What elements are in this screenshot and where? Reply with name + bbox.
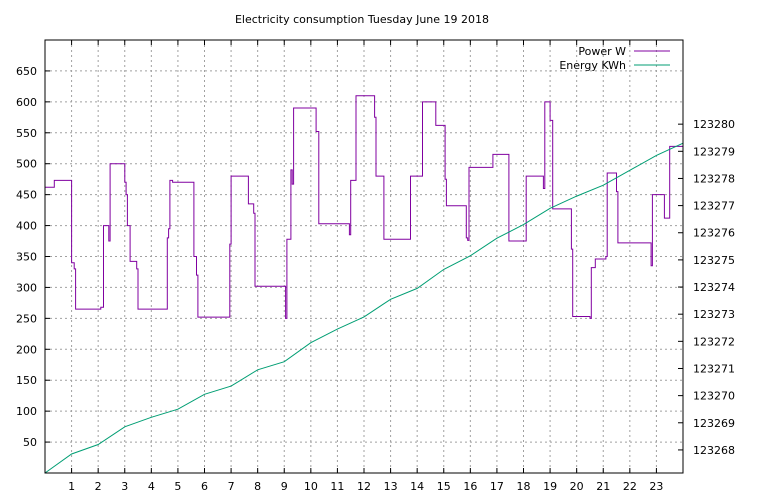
y-left-tick-label: 200 bbox=[16, 343, 37, 356]
series-layer bbox=[44, 95, 684, 474]
y-left-tick-label: 250 bbox=[16, 312, 37, 325]
chart-title: Electricity consumption Tuesday June 19 … bbox=[235, 13, 489, 26]
y-right-tick-label: 123274 bbox=[693, 281, 735, 294]
y-left-tick-label: 150 bbox=[16, 374, 37, 387]
x-tick-label: 23 bbox=[649, 480, 663, 493]
x-tick-label: 20 bbox=[570, 480, 584, 493]
y-left-tick-label: 550 bbox=[16, 127, 37, 140]
y-right-tick-label: 123279 bbox=[693, 145, 735, 158]
x-tick-label: 4 bbox=[148, 480, 155, 493]
x-tick-label: 21 bbox=[596, 480, 610, 493]
x-tick-label: 1 bbox=[68, 480, 75, 493]
y-left-tick-label: 650 bbox=[16, 65, 37, 78]
x-tick-label: 10 bbox=[304, 480, 318, 493]
x-tick-label: 13 bbox=[384, 480, 398, 493]
y-left-tick-label: 350 bbox=[16, 251, 37, 264]
x-tick-label: 7 bbox=[228, 480, 235, 493]
legend-label-1: Energy KWh bbox=[559, 59, 626, 72]
series-line-1 bbox=[44, 142, 684, 474]
x-tick-label: 5 bbox=[174, 480, 181, 493]
y-right-tick-label: 123271 bbox=[693, 362, 735, 375]
grid bbox=[45, 40, 683, 473]
y-left-tick-label: 300 bbox=[16, 281, 37, 294]
y-right-tick-label: 123280 bbox=[693, 118, 735, 131]
x-tick-label: 18 bbox=[517, 480, 531, 493]
y-right-tick-label: 123275 bbox=[693, 254, 735, 267]
y-right-tick-label: 123270 bbox=[693, 390, 735, 403]
x-tick-label: 14 bbox=[410, 480, 424, 493]
series-line-0 bbox=[45, 95, 683, 319]
x-tick-label: 6 bbox=[201, 480, 208, 493]
y-left-tick-label: 50 bbox=[23, 436, 37, 449]
y-left-tick-label: 450 bbox=[16, 189, 37, 202]
x-tick-label: 17 bbox=[490, 480, 504, 493]
y-left-tick-label: 400 bbox=[16, 220, 37, 233]
y-right-tick-label: 123277 bbox=[693, 200, 735, 213]
x-tick-label: 3 bbox=[121, 480, 128, 493]
y-right-tick-label: 123273 bbox=[693, 308, 735, 321]
y-right-tick-label: 123268 bbox=[693, 444, 735, 457]
y-right-tick-label: 123278 bbox=[693, 172, 735, 185]
x-tick-label: 19 bbox=[543, 480, 557, 493]
y-left-tick-label: 100 bbox=[16, 405, 37, 418]
legend-label-0: Power W bbox=[578, 45, 626, 58]
y-right-tick-label: 123272 bbox=[693, 335, 735, 348]
y-right-tick-label: 123269 bbox=[693, 417, 735, 430]
x-tick-label: 9 bbox=[281, 480, 288, 493]
axis-ticks: 1 2 3 4 5 6 7 8 9 10 11 12 13 14 15 16 17 18 19 20 21 22 23501… bbox=[16, 40, 735, 493]
x-tick-label: 12 bbox=[357, 480, 371, 493]
y-left-tick-label: 600 bbox=[16, 96, 37, 109]
y-left-tick-label: 500 bbox=[16, 158, 37, 171]
x-tick-label: 15 bbox=[437, 480, 451, 493]
x-tick-label: 8 bbox=[254, 480, 261, 493]
x-tick-label: 22 bbox=[623, 480, 637, 493]
x-tick-label: 16 bbox=[463, 480, 477, 493]
x-tick-label: 11 bbox=[330, 480, 344, 493]
x-tick-label: 2 bbox=[95, 480, 102, 493]
y-right-tick-label: 123276 bbox=[693, 227, 735, 240]
